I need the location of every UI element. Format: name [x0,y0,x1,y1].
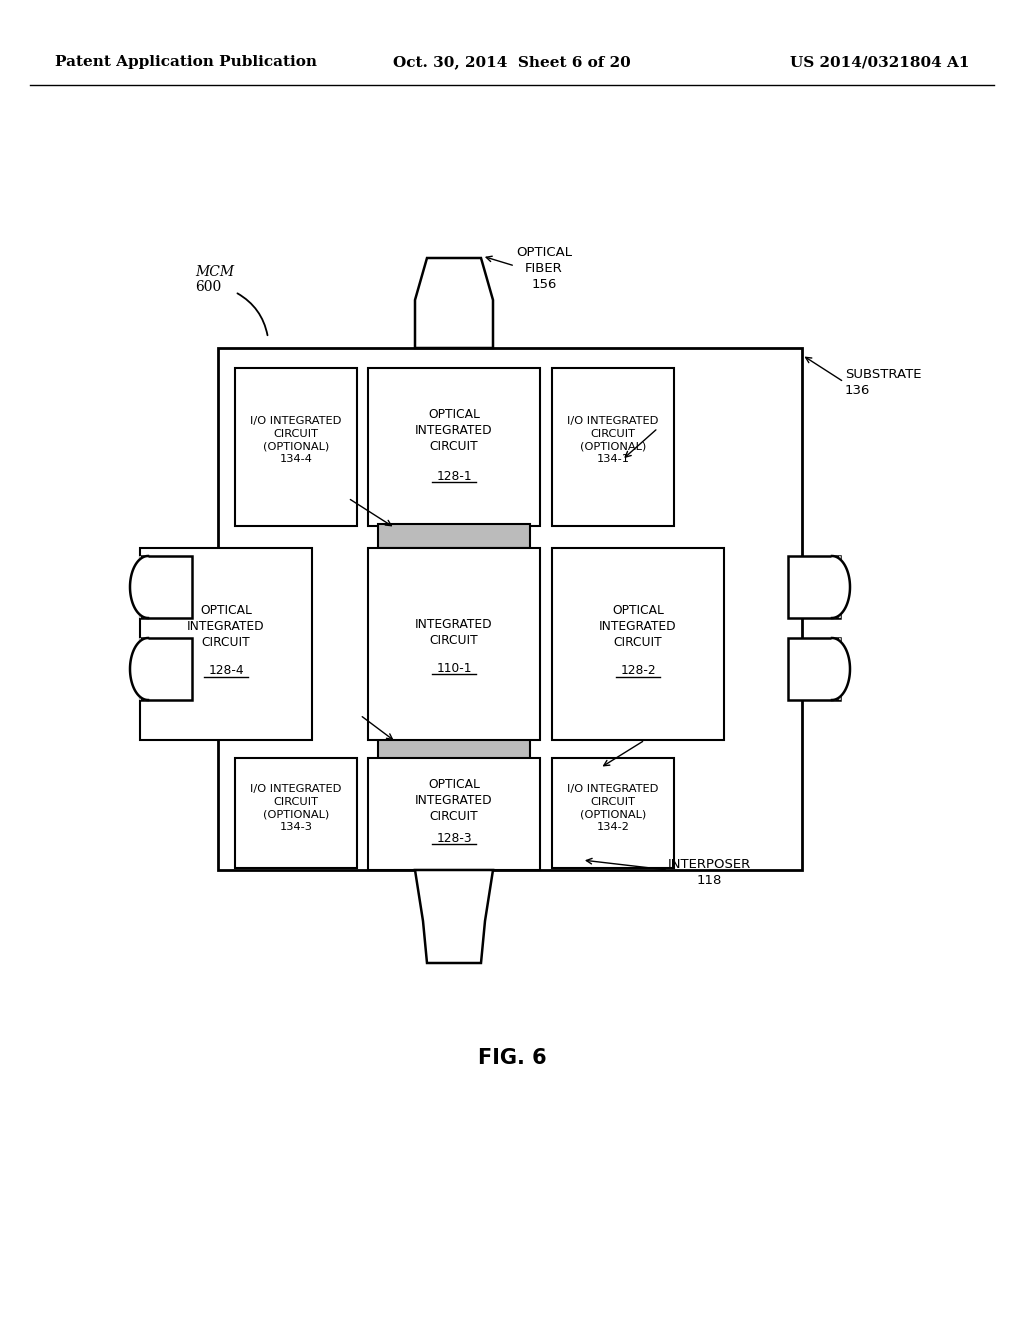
Text: 600: 600 [195,280,221,294]
Text: MCM: MCM [195,265,234,279]
Bar [552,548,724,741]
Text: Oct. 30, 2014  Sheet 6 of 20: Oct. 30, 2014 Sheet 6 of 20 [393,55,631,69]
Bar [234,368,357,525]
Text: Patent Application Publication: Patent Application Publication [55,55,317,69]
Bar [378,524,530,548]
Text: 128-4: 128-4 [208,664,244,677]
Text: I/O INTEGRATED
CIRCUIT
(OPTIONAL)
134-1: I/O INTEGRATED CIRCUIT (OPTIONAL) 134-1 [567,416,658,463]
Text: 128-1: 128-1 [436,470,472,483]
Polygon shape [415,257,493,348]
Text: I/O INTEGRATED
CIRCUIT
(OPTIONAL)
134-3: I/O INTEGRATED CIRCUIT (OPTIONAL) 134-3 [250,784,342,832]
Bar [234,758,357,869]
Text: FIG. 6: FIG. 6 [477,1048,547,1068]
Text: OPTICAL
INTEGRATED
CIRCUIT: OPTICAL INTEGRATED CIRCUIT [187,603,265,648]
Text: 110-1: 110-1 [436,661,472,675]
Polygon shape [130,556,148,618]
Text: OPTICAL
INTEGRATED
CIRCUIT: OPTICAL INTEGRATED CIRCUIT [415,777,493,822]
Bar [368,758,540,870]
Polygon shape [415,870,493,964]
Bar [218,348,802,870]
Text: INTERPOSER
118: INTERPOSER 118 [668,858,752,887]
Text: 128-3: 128-3 [436,832,472,845]
Bar [788,638,840,700]
Text: I/O INTEGRATED
CIRCUIT
(OPTIONAL)
134-2: I/O INTEGRATED CIRCUIT (OPTIONAL) 134-2 [567,784,658,832]
Bar [140,556,193,618]
Polygon shape [831,638,850,700]
Bar [552,368,674,525]
Text: INTEGRATED
CIRCUIT: INTEGRATED CIRCUIT [415,618,493,647]
Text: 128-2: 128-2 [621,664,655,677]
Text: US 2014/0321804 A1: US 2014/0321804 A1 [791,55,970,69]
Text: OPTICAL
INTEGRATED
CIRCUIT: OPTICAL INTEGRATED CIRCUIT [599,603,677,648]
Bar [552,758,674,869]
Text: I/O INTEGRATED
CIRCUIT
(OPTIONAL)
134-4: I/O INTEGRATED CIRCUIT (OPTIONAL) 134-4 [250,416,342,463]
Bar [368,548,540,741]
Text: 136: 136 [845,384,870,397]
Bar [140,638,193,700]
Polygon shape [831,556,850,618]
Text: OPTICAL
INTEGRATED
CIRCUIT: OPTICAL INTEGRATED CIRCUIT [415,408,493,453]
Bar [788,556,840,618]
Bar [140,548,312,741]
Polygon shape [130,638,148,700]
Bar [378,737,530,760]
Text: OPTICAL
FIBER
156: OPTICAL FIBER 156 [516,246,572,290]
Bar [368,368,540,525]
Text: SUBSTRATE: SUBSTRATE [845,368,922,381]
